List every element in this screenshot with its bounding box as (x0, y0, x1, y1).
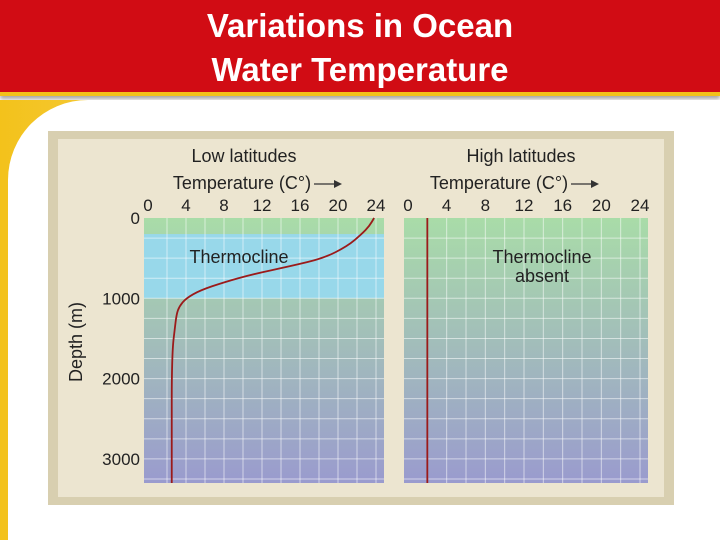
panel-1-xtick-label: 24 (367, 196, 386, 215)
panel-2-xtick-label: 4 (442, 196, 451, 215)
panel-1-xtick-label: 20 (329, 196, 348, 215)
panel-2-xtick-label: 24 (631, 196, 650, 215)
panel-1-temperature-curve (170, 217, 375, 483)
ytick-label: 2000 (102, 370, 140, 389)
panel-1-xlabel: Temperature (C°) (173, 173, 311, 193)
ytick-label: 0 (131, 209, 140, 228)
ytick-label: 3000 (102, 450, 140, 469)
panel-2-xtick-label: 8 (481, 196, 490, 215)
panel-1-thermocline-label: Thermocline (189, 247, 288, 267)
panel-2-xlabel: Temperature (C°) (430, 173, 568, 193)
ylabel: Depth (m) (66, 302, 86, 382)
title-banner: Variations in Ocean Water Temperature (0, 0, 720, 96)
panel-2-xlabel-arrow-head (591, 180, 599, 188)
panel-1-thermocline-band (144, 234, 384, 299)
panel-1-xtick-label: 0 (143, 196, 152, 215)
panel-2-xtick-label: 0 (403, 196, 412, 215)
panel-1-xtick-label: 8 (219, 196, 228, 215)
panel-2-xtick-label: 16 (553, 196, 572, 215)
panel-1-title: Low latitudes (191, 146, 296, 166)
ytick-label: 1000 (102, 289, 140, 308)
panel-2-annotation-line: Thermocline (492, 247, 591, 267)
panel-2-xtick-label: 20 (592, 196, 611, 215)
panel-2-xtick-label: 12 (515, 196, 534, 215)
slide-title-line-2: Water Temperature (211, 51, 509, 88)
slide-title-line-1: Variations in Ocean (206, 7, 514, 44)
panel-1-xtick-label: 4 (181, 196, 190, 215)
panel-1-xtick-label: 12 (253, 196, 272, 215)
panel-1-xtick-label: 16 (291, 196, 310, 215)
panel-1-xlabel-arrow-head (334, 180, 342, 188)
panel-2-annotation-line: absent (515, 266, 569, 286)
panel-2-title: High latitudes (466, 146, 575, 166)
